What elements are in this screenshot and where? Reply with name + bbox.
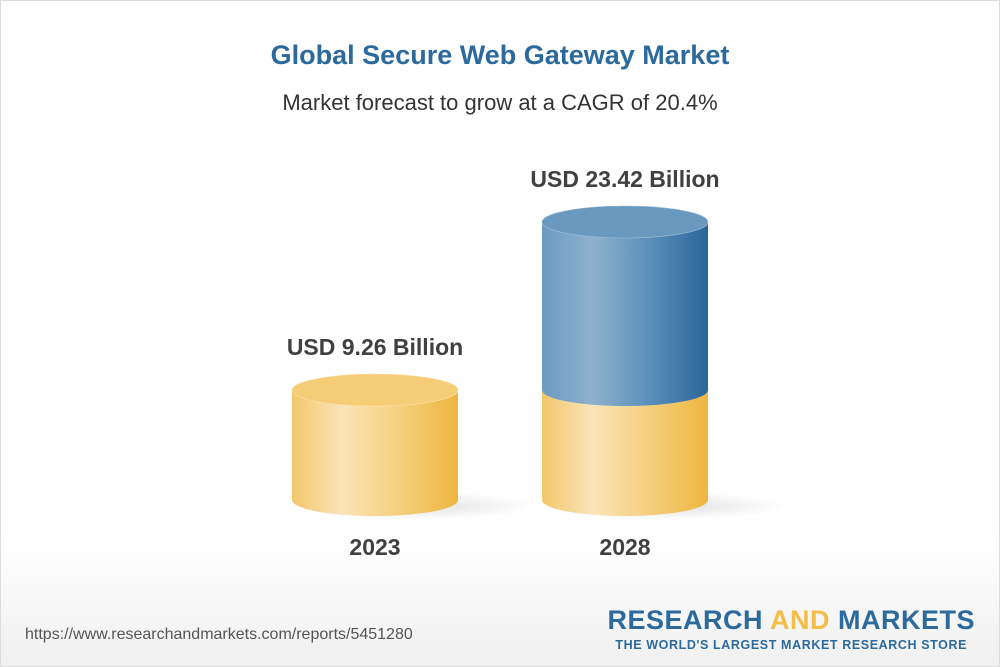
cylinder-base-2023 (292, 390, 458, 516)
logo-and: AND (770, 605, 830, 635)
category-label: 2023 (349, 534, 400, 560)
cylinder-chart: USD 9.26 Billion 2023 USD 23.42 Billion 202… (287, 166, 788, 560)
report-url[interactable]: https://www.researchandmarkets.com/repor… (25, 626, 413, 643)
logo-tagline: THE WORLD'S LARGEST MARKET RESEARCH STOR… (615, 638, 968, 652)
cylinder-top-2028 (541, 205, 709, 239)
category-label: 2028 (599, 534, 650, 560)
cylinder-top-2023 (291, 373, 459, 407)
chart-title: Global Secure Web Gateway Market (270, 40, 730, 70)
cylinder-growth-2028 (542, 222, 708, 407)
logo-research: RESEARCH (607, 605, 770, 635)
chart-subtitle: Market forecast to grow at a CAGR of 20.… (282, 90, 718, 115)
data-label: USD 23.42 Billion (530, 166, 719, 192)
data-label: USD 9.26 Billion (287, 334, 463, 360)
logo-markets: MARKETS (830, 605, 975, 635)
cylinder-base-2028 (542, 390, 708, 516)
research-and-markets-logo: RESEARCH AND MARKETS THE WORLD'S LARGEST… (607, 605, 975, 652)
